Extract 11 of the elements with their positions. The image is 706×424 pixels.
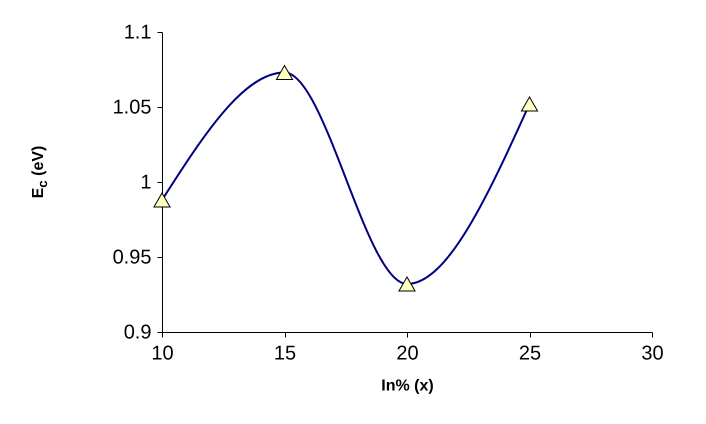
x-tick-label: 30 [641, 342, 664, 364]
x-tick-label: 25 [518, 342, 542, 364]
y-tick-label: 0.9 [124, 322, 152, 344]
x-axis-title: In% (x) [381, 378, 434, 394]
y-tick-label: 1.05 [112, 96, 152, 118]
y-tick-label: 1.1 [124, 22, 152, 44]
y-tick-label: 0.95 [112, 246, 152, 268]
y-tick-label: 1 [140, 172, 152, 194]
x-tick-label: 20 [396, 342, 419, 364]
x-tick-label: 10 [151, 342, 174, 364]
x-tick-label: 15 [274, 342, 296, 364]
